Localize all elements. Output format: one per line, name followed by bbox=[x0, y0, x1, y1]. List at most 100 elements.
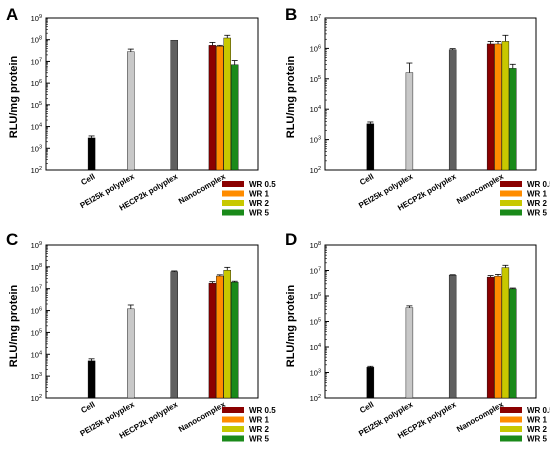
panel-C: C RLU/mg protein 102 103 104 105 106 107 108 109 C… bbox=[6, 230, 276, 444]
legend-swatch bbox=[222, 416, 244, 423]
bar bbox=[216, 46, 224, 171]
legend-swatch bbox=[500, 209, 522, 216]
bar bbox=[208, 282, 217, 399]
legend-label: WR 1 bbox=[527, 190, 548, 199]
bar bbox=[405, 307, 414, 399]
y-tick-label: 106 bbox=[310, 44, 321, 53]
y-tick-label: 109 bbox=[31, 14, 42, 23]
x-tick-label: Nanocomplex bbox=[455, 172, 505, 206]
bar bbox=[486, 43, 495, 171]
bar bbox=[223, 270, 231, 399]
y-tick-label: 102 bbox=[310, 166, 321, 175]
panel-letter: A bbox=[6, 5, 18, 24]
bar bbox=[127, 308, 135, 399]
x-tick-label: Cell bbox=[79, 172, 96, 187]
y-tick-label: 108 bbox=[310, 241, 321, 250]
y-tick-label: 104 bbox=[31, 123, 42, 132]
y-tick-label: 108 bbox=[31, 36, 42, 45]
legend-label: WR 1 bbox=[249, 190, 270, 199]
legend-label: WR 0.5 bbox=[249, 406, 276, 415]
bar bbox=[170, 39, 178, 171]
x-tick-label: Cell bbox=[358, 172, 375, 187]
legend-label: WR 0.5 bbox=[527, 406, 550, 415]
plot-frame bbox=[45, 244, 259, 399]
legend-swatch bbox=[222, 181, 244, 187]
plot-frame bbox=[45, 17, 259, 171]
legend-swatch bbox=[500, 435, 522, 442]
y-tick-label: 107 bbox=[31, 285, 42, 294]
y-tick-label: 104 bbox=[310, 105, 321, 114]
bar bbox=[223, 37, 231, 171]
y-axis-label: RLU/mg protein bbox=[8, 284, 20, 367]
y-tick-label: 106 bbox=[31, 79, 42, 88]
y-tick-label: 103 bbox=[310, 369, 321, 378]
x-tick-label: Nanocomplex bbox=[177, 172, 227, 206]
y-tick-label: 109 bbox=[31, 241, 42, 250]
bar bbox=[448, 49, 457, 171]
legend-label: WR 1 bbox=[527, 416, 548, 425]
legend-swatch bbox=[500, 181, 522, 187]
y-tick-label: 103 bbox=[31, 372, 42, 381]
panel-letter: B bbox=[285, 5, 297, 24]
y-tick-label: 105 bbox=[31, 101, 42, 110]
bar bbox=[87, 137, 96, 171]
y-axis-label: RLU/mg protein bbox=[285, 284, 297, 367]
y-tick-label: 102 bbox=[31, 166, 42, 175]
y-tick-label: 102 bbox=[310, 394, 321, 403]
bar bbox=[230, 281, 239, 399]
bar bbox=[494, 275, 502, 399]
x-tick-label: Nanocomplex bbox=[455, 400, 505, 434]
panel-D: D RLU/mg protein 102 103 104 105 106 107 108 Cell… bbox=[285, 230, 550, 444]
y-axis-label: RLU/mg protein bbox=[8, 55, 20, 138]
bar bbox=[230, 64, 239, 171]
bar bbox=[509, 68, 517, 171]
bar bbox=[216, 275, 224, 399]
bar bbox=[494, 43, 502, 171]
y-tick-label: 108 bbox=[31, 263, 42, 272]
x-tick-label: Nanocomplex bbox=[177, 400, 227, 434]
legend-swatch bbox=[500, 407, 522, 413]
y-tick-label: 106 bbox=[310, 292, 321, 301]
y-tick-label: 107 bbox=[310, 14, 321, 23]
legend-label: WR 2 bbox=[527, 425, 548, 434]
legend-swatch bbox=[500, 426, 522, 432]
legend-swatch bbox=[222, 190, 244, 197]
y-tick-label: 105 bbox=[310, 75, 321, 84]
legend-label: WR 0.5 bbox=[249, 180, 276, 189]
legend-label: WR 5 bbox=[527, 209, 548, 218]
panel-letter: C bbox=[6, 230, 18, 249]
legend-swatch bbox=[222, 407, 244, 413]
y-tick-label: 102 bbox=[31, 394, 42, 403]
panel-letter: D bbox=[285, 230, 297, 249]
y-axis-label: RLU/mg protein bbox=[285, 55, 297, 138]
x-tick-label: Cell bbox=[358, 400, 375, 415]
legend-swatch bbox=[500, 190, 522, 197]
y-tick-label: 107 bbox=[31, 57, 42, 66]
legend-swatch bbox=[222, 209, 244, 216]
legend-swatch bbox=[500, 200, 522, 206]
bar bbox=[170, 271, 178, 399]
legend-label: WR 5 bbox=[527, 435, 548, 444]
bar bbox=[448, 275, 457, 399]
y-tick-label: 103 bbox=[31, 144, 42, 153]
panel-A: A RLU/mg protein 102 103 104 105 106 107 108 109 C… bbox=[6, 5, 276, 218]
bar bbox=[486, 276, 495, 399]
y-tick-label: 107 bbox=[310, 267, 321, 276]
bar bbox=[127, 51, 135, 171]
legend-label: WR 2 bbox=[527, 199, 548, 208]
y-tick-label: 106 bbox=[31, 307, 42, 316]
bar bbox=[208, 45, 217, 171]
bar bbox=[366, 123, 375, 171]
y-tick-label: 104 bbox=[310, 343, 321, 352]
bar bbox=[87, 360, 96, 399]
legend-swatch bbox=[222, 426, 244, 432]
legend-label: WR 2 bbox=[249, 425, 270, 434]
bar bbox=[405, 72, 414, 171]
legend-label: WR 2 bbox=[249, 199, 270, 208]
plot-frame bbox=[324, 17, 537, 171]
bar bbox=[509, 288, 517, 399]
legend-label: WR 0.5 bbox=[527, 180, 550, 189]
bar bbox=[501, 267, 510, 399]
y-tick-label: 104 bbox=[31, 350, 42, 359]
